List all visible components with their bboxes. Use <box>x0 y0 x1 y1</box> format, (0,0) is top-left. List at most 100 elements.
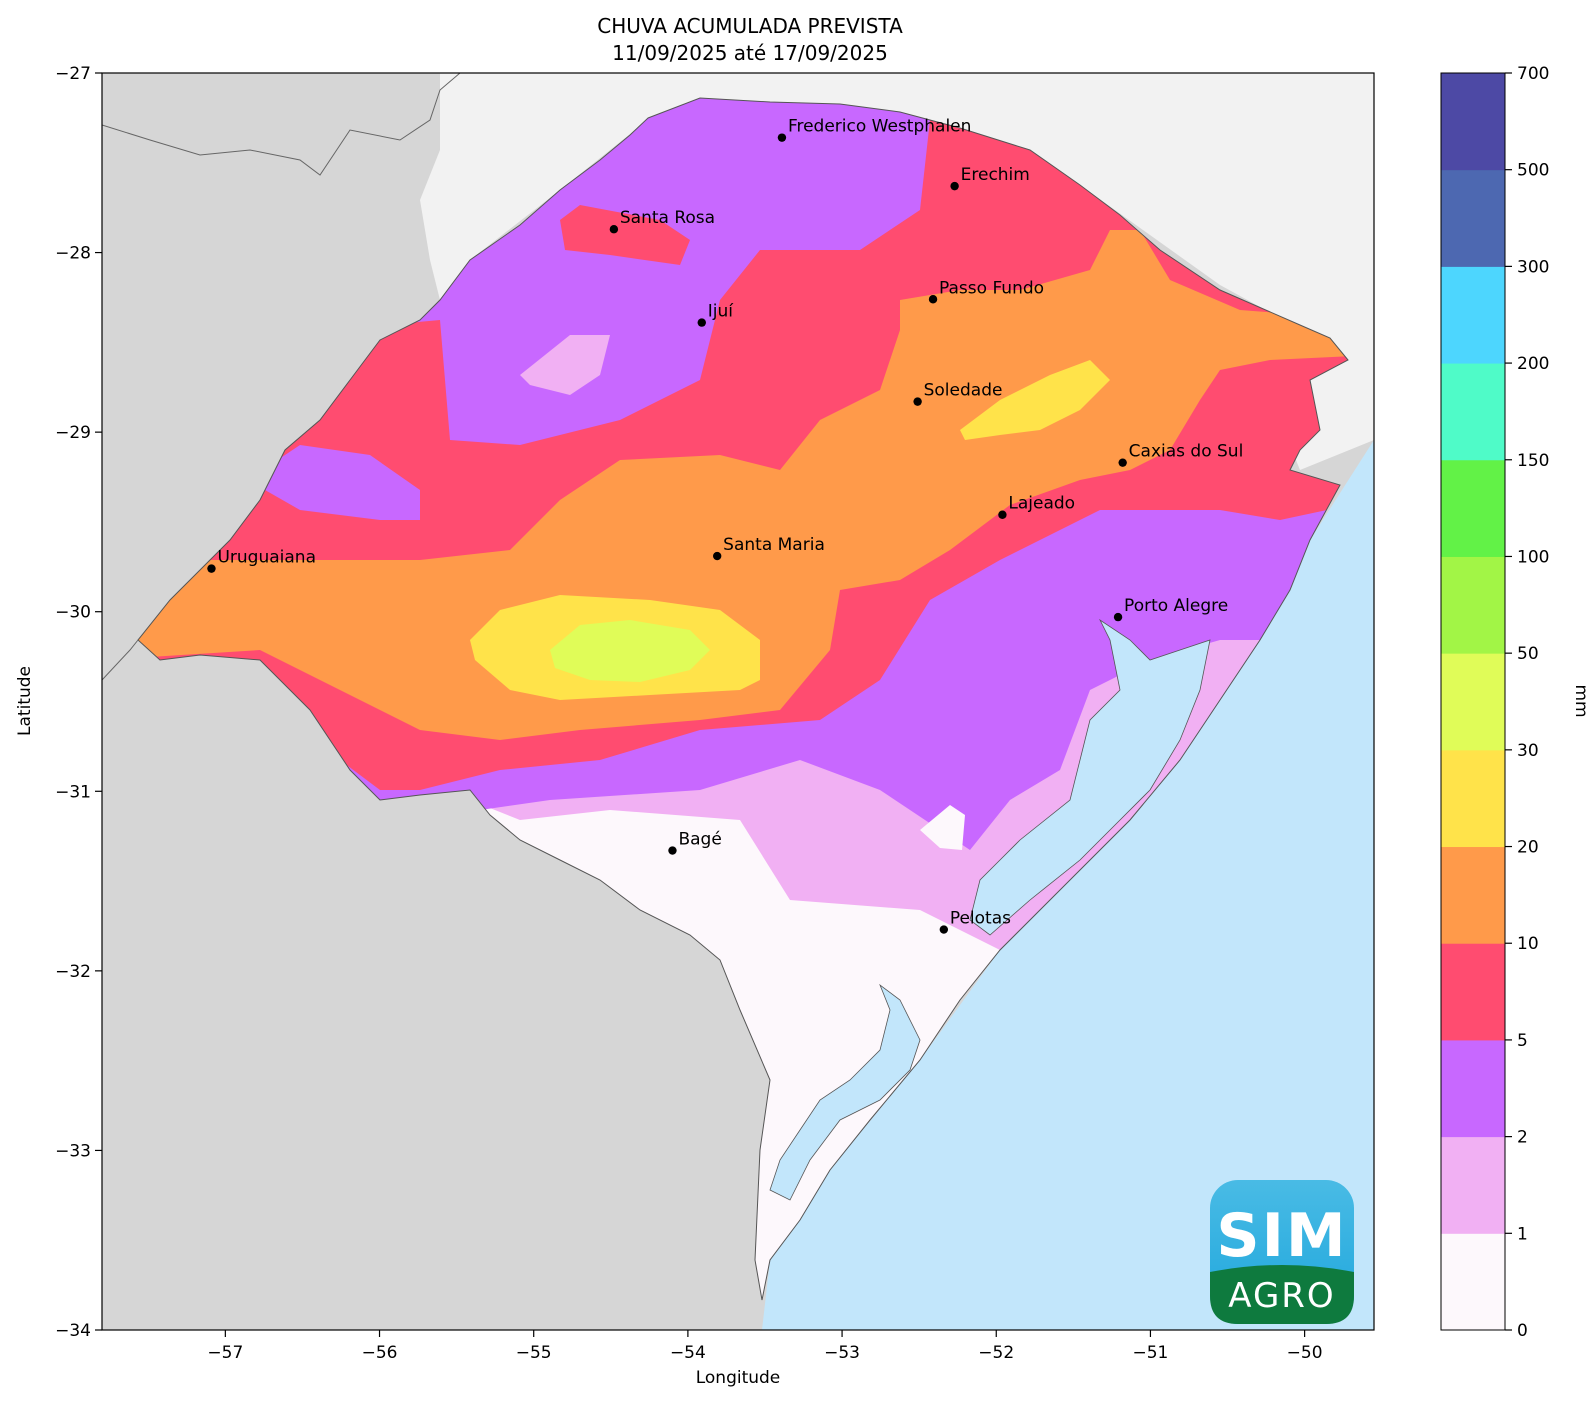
city-label: Pelotas <box>950 909 1011 929</box>
zone-santa-rosa-core <box>560 205 690 265</box>
neighbor-country-north <box>420 73 1374 470</box>
colorbar-tick-label: 700 <box>1517 64 1549 84</box>
city-marker <box>207 564 216 573</box>
colorbar-tick-label: 150 <box>1517 451 1549 471</box>
y-tick-label: −28 <box>55 244 91 264</box>
title-line-2: 11/09/2025 até 17/09/2025 <box>612 41 888 65</box>
colorbar-segment <box>1441 266 1505 364</box>
colorbar-segment <box>1441 459 1505 557</box>
y-tick-label: −30 <box>55 603 91 623</box>
city-label: Santa Rosa <box>620 208 715 228</box>
city-marker <box>950 181 959 191</box>
colorbar-frame <box>1440 72 1506 1331</box>
neighbor-border <box>102 73 461 176</box>
y-tick-label: −29 <box>55 423 91 443</box>
colorbar-segment <box>1441 556 1505 654</box>
colorbar-tick-label: 100 <box>1517 547 1549 567</box>
city-marker <box>712 551 722 561</box>
colorbar-tick-label: 500 <box>1517 161 1549 181</box>
colorbar-segment <box>1441 1136 1505 1234</box>
x-tick-label: −53 <box>824 1343 860 1363</box>
zone-soledade-20-30mm <box>960 360 1110 440</box>
colorbar-tick-label: 30 <box>1517 741 1539 761</box>
zone-west-low <box>265 445 420 520</box>
colorbar-segment <box>1441 1039 1505 1138</box>
logo-agro-text: AGRO <box>1228 1276 1335 1316</box>
lagoa-mirim <box>769 983 921 1201</box>
y-tick-label: −31 <box>55 782 91 802</box>
city-marker <box>777 133 787 142</box>
lagoa-dos-patos <box>969 618 1211 936</box>
x-tick-label: −52 <box>978 1343 1014 1363</box>
map-area <box>102 73 1374 1330</box>
city-label: Lajeado <box>1008 494 1075 514</box>
x-tick-label: −57 <box>207 1343 243 1363</box>
city-label: Porto Alegre <box>1124 596 1228 616</box>
state-outline <box>137 97 1349 1301</box>
y-tick-label: −33 <box>55 1141 91 1161</box>
colorbar-segment <box>1441 846 1505 944</box>
city-markers: Frederico Westphalen Erechim Santa Rosa Pas… <box>207 117 1243 934</box>
city-marker <box>939 925 949 934</box>
colorbar-segment <box>1441 363 1505 461</box>
zone-small-low <box>920 805 965 850</box>
sim-agro-logo: SIM AGRO <box>1210 1180 1354 1324</box>
colorbar: 0 1 2 5 10 20 30 50 100 150 200 300 500 700 <box>1441 64 1549 1341</box>
colorbar-tick-label: 300 <box>1517 257 1549 277</box>
zone-10-20mm <box>138 230 1348 740</box>
colorbar-segment <box>1441 169 1505 267</box>
colorbar-tick-label: 2 <box>1517 1128 1528 1148</box>
city-label: Ijuí <box>708 302 735 322</box>
city-label: Uruguaiana <box>217 548 316 568</box>
y-tick-label: −27 <box>55 64 91 84</box>
title-line-1: CHUVA ACUMULADA PREVISTA <box>597 14 903 38</box>
x-tick-label: −51 <box>1132 1343 1168 1363</box>
x-tick-label: −54 <box>670 1343 706 1363</box>
chart-title: CHUVA ACUMULADA PREVISTA 11/09/2025 até … <box>597 14 903 65</box>
logo-bottom-band <box>1210 1265 1354 1324</box>
colorbar-segment <box>1441 943 1505 1041</box>
atlantic-ocean <box>762 440 1374 1330</box>
colorbar-tick-label: 10 <box>1517 934 1539 954</box>
x-tick-label: −55 <box>516 1343 552 1363</box>
y-axis-label: Latitude <box>15 666 35 736</box>
colorbar-segment <box>1441 653 1505 751</box>
city-marker <box>1118 458 1127 467</box>
city-marker <box>928 295 938 304</box>
zone-ijui-low <box>520 335 610 395</box>
colorbar-segment <box>1441 73 1505 171</box>
y-axis-ticks: −27 −28 −29 −30 −31 −32 −33 −34 <box>55 64 102 1341</box>
colorbar-tick-label: 5 <box>1517 1031 1528 1051</box>
x-axis-ticks: −57 −56 −55 −54 −53 −52 −51 −50 <box>207 1330 1323 1363</box>
y-tick-label: −32 <box>55 962 91 982</box>
city-label: Passo Fundo <box>939 278 1044 298</box>
city-label: Santa Maria <box>723 535 825 555</box>
logo-sim-text: SIM <box>1216 1201 1347 1271</box>
x-tick-label: −56 <box>362 1343 398 1363</box>
city-label: Erechim <box>961 165 1030 185</box>
x-tick-label: −50 <box>1287 1343 1323 1363</box>
colorbar-segment <box>1441 1233 1505 1331</box>
city-label: Caxias do Sul <box>1129 442 1244 462</box>
colorbar-tick-label: 0 <box>1517 1321 1528 1341</box>
colorbar-tick-label: 200 <box>1517 354 1549 374</box>
city-label: Bagé <box>678 830 721 850</box>
colorbar-tick-label: 20 <box>1517 838 1539 858</box>
city-label: Frederico Westphalen <box>788 117 971 137</box>
neighbor-border-west <box>102 639 139 681</box>
city-marker <box>609 225 619 234</box>
colorbar-label: mm <box>1571 684 1591 717</box>
plot-frame <box>101 72 1375 1331</box>
colorbar-tick-label: 50 <box>1517 644 1539 664</box>
city-marker <box>998 510 1007 519</box>
city-marker <box>697 318 706 327</box>
colorbar-segment <box>1441 749 1505 848</box>
city-label: Soledade <box>924 381 1003 401</box>
city-marker <box>913 397 922 406</box>
x-axis-label: Longitude <box>696 1368 781 1388</box>
colorbar-tick-label: 1 <box>1517 1224 1528 1244</box>
city-marker <box>668 846 677 855</box>
zone-south-central-30-50mm <box>550 620 710 682</box>
y-tick-label: −34 <box>55 1321 91 1341</box>
